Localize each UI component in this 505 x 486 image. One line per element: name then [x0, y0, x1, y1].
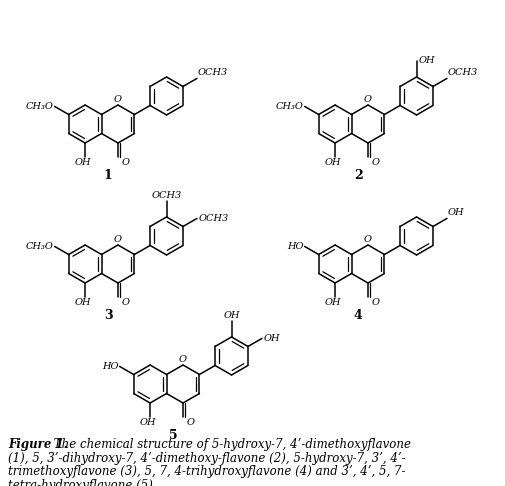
Text: 5: 5 [169, 429, 177, 442]
Text: O: O [114, 94, 122, 104]
Text: OH: OH [418, 56, 434, 65]
Text: O: O [363, 94, 371, 104]
Text: OCH3: OCH3 [197, 69, 228, 77]
Text: OCH3: OCH3 [447, 69, 477, 77]
Text: tetra-hydroxyflavone (5).: tetra-hydroxyflavone (5). [8, 479, 157, 486]
Text: OH: OH [75, 158, 91, 167]
Text: trimethoxyflavone (3), 5, 7, 4-trihydroxyflavone (4) and 3’, 4’, 5, 7-: trimethoxyflavone (3), 5, 7, 4-trihydrox… [8, 465, 405, 478]
Text: 3: 3 [104, 309, 112, 322]
Text: O: O [121, 298, 129, 307]
Text: OCH3: OCH3 [151, 191, 181, 200]
Text: 1: 1 [104, 169, 112, 182]
Text: O: O [186, 418, 194, 427]
Text: 2: 2 [353, 169, 362, 182]
Text: OH: OH [324, 298, 341, 307]
Text: The chemical structure of 5-hydroxy-7, 4’-dimethoxyflavone: The chemical structure of 5-hydroxy-7, 4… [50, 438, 410, 451]
Text: O: O [121, 158, 129, 167]
Text: OH: OH [75, 298, 91, 307]
Text: Figure 1.: Figure 1. [8, 438, 68, 451]
Text: OH: OH [264, 334, 280, 343]
Text: HO: HO [102, 362, 118, 371]
Text: CH₃O: CH₃O [26, 102, 54, 111]
Text: OH: OH [223, 311, 239, 320]
Text: OCH3: OCH3 [198, 214, 229, 223]
Text: O: O [179, 354, 187, 364]
Text: CH₃O: CH₃O [26, 242, 54, 251]
Text: OH: OH [139, 418, 156, 427]
Text: HO: HO [286, 242, 303, 251]
Text: O: O [371, 158, 379, 167]
Text: OH: OH [447, 208, 464, 217]
Text: O: O [371, 298, 379, 307]
Text: OH: OH [324, 158, 341, 167]
Text: O: O [114, 235, 122, 243]
Text: 4: 4 [353, 309, 362, 322]
Text: O: O [363, 235, 371, 243]
Text: (1), 5, 3’-dihydroxy-7, 4’-dimethoxy-flavone (2), 5-hydroxy-7, 3’, 4’-: (1), 5, 3’-dihydroxy-7, 4’-dimethoxy-fla… [8, 451, 405, 465]
Text: CH₃O: CH₃O [275, 102, 303, 111]
